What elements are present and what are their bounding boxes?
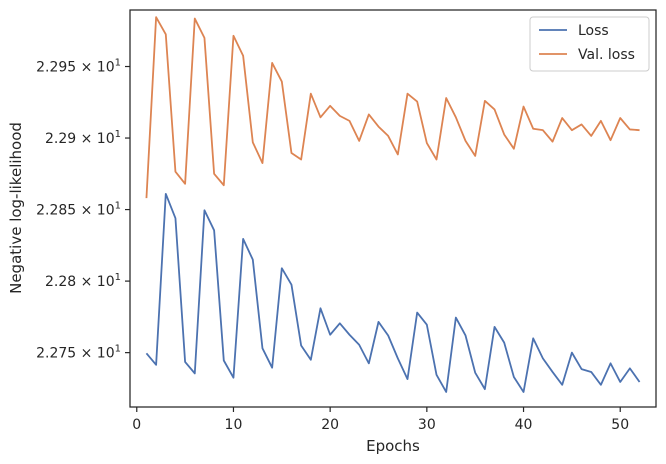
y-tick-mantissa: 2.295 bbox=[36, 60, 81, 76]
x-tick-label: 30 bbox=[418, 417, 436, 433]
y-tick-mantissa: 2.29 bbox=[45, 131, 81, 147]
y-tick-label: 2.285 × 101 bbox=[36, 201, 121, 219]
y-tick-label: 2.295 × 101 bbox=[36, 58, 121, 76]
x-tick-label: 20 bbox=[321, 417, 339, 433]
x-tick-label: 0 bbox=[132, 417, 141, 433]
series-line-val-loss bbox=[145, 16, 640, 199]
y-tick-mantissa: 2.285 bbox=[36, 203, 81, 219]
y-tick-exponent: 1 bbox=[115, 129, 121, 140]
x-tick-label: 40 bbox=[515, 417, 533, 433]
y-tick-label: 2.29 × 101 bbox=[45, 129, 121, 147]
legend-label-val-loss: Val. loss bbox=[578, 47, 635, 63]
plot-frame bbox=[129, 9, 657, 408]
y-tick-exponent: 1 bbox=[115, 201, 121, 212]
y-tick-multiplier: × 10 bbox=[81, 346, 115, 362]
y-tick-multiplier: × 10 bbox=[81, 203, 115, 219]
x-axis-label: Epochs bbox=[366, 437, 420, 455]
y-tick-mantissa: 2.275 bbox=[36, 346, 81, 362]
y-axis-label: Negative log-likelihood bbox=[7, 122, 25, 294]
series-layer bbox=[145, 16, 641, 393]
legend: Loss Val. loss bbox=[529, 16, 650, 72]
x-tick-label: 10 bbox=[225, 417, 243, 433]
y-tick-exponent: 1 bbox=[115, 58, 121, 69]
y-tick-multiplier: × 10 bbox=[81, 60, 115, 76]
legend-label-loss: Loss bbox=[578, 23, 609, 39]
x-tick-label: 50 bbox=[611, 417, 629, 433]
y-tick-multiplier: × 10 bbox=[81, 274, 115, 290]
y-tick-multiplier: × 10 bbox=[81, 131, 115, 147]
y-tick-label: 2.28 × 101 bbox=[45, 272, 121, 290]
y-tick-mantissa: 2.28 bbox=[45, 274, 81, 290]
series-line-loss bbox=[145, 192, 641, 393]
y-tick-label: 2.275 × 101 bbox=[36, 344, 121, 362]
y-tick-exponent: 1 bbox=[115, 272, 121, 283]
y-tick-exponent: 1 bbox=[115, 344, 121, 355]
x-axis: 0 10 20 30 40 50 bbox=[132, 407, 629, 433]
